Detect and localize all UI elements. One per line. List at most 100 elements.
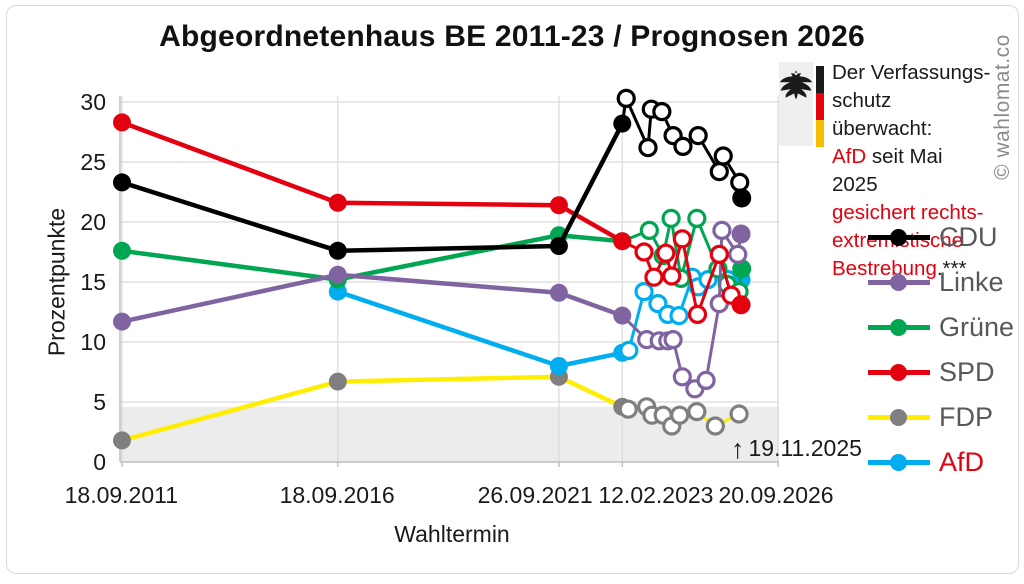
cdu-poll-marker <box>673 136 693 156</box>
cdu-election-marker <box>613 114 632 133</box>
legend-item-linke: Linke <box>868 260 1004 304</box>
y-axis-title: Prozentpunkte <box>43 207 70 357</box>
spd-poll-marker <box>672 229 692 249</box>
cdu-poll-marker <box>688 126 708 146</box>
infobox-line: AfD seit Mai 2025 <box>832 143 992 199</box>
cdu-final-marker <box>732 188 752 208</box>
y-tick-label-30: 30 <box>80 89 106 115</box>
afd-election-marker <box>549 357 568 375</box>
linke-election-marker <box>549 283 568 302</box>
legend-label: CDU <box>939 221 998 252</box>
legend-label: SPD <box>939 356 995 387</box>
spd-election-marker <box>549 196 568 215</box>
linke-election-marker <box>613 306 632 325</box>
infobox-span: AfD <box>832 145 867 168</box>
y-tick-label-15: 15 <box>80 269 106 295</box>
spd-final-marker <box>731 295 751 315</box>
spd-election-marker <box>613 232 632 251</box>
cdu-election-marker <box>549 237 568 255</box>
fdp-poll-marker <box>687 402 707 422</box>
infobox-span: .*** <box>936 257 967 280</box>
grne-election-line <box>119 232 625 282</box>
grne-poll-marker <box>639 220 659 240</box>
watermark: © wahlomat.co <box>991 34 1014 180</box>
up-arrow-icon: ↑ <box>731 434 745 464</box>
series-linke <box>112 220 751 399</box>
fdp-poll-marker <box>618 399 638 419</box>
annotation-date: 19.11.2025 <box>748 435 862 461</box>
cdu-poll-marker <box>709 162 729 182</box>
fdp-election-marker <box>112 431 131 450</box>
afd-election-line <box>335 289 625 369</box>
legend-label: Grüne <box>939 311 1015 342</box>
grne-poll-marker <box>661 208 681 228</box>
afd-poll-marker <box>634 282 654 302</box>
spd-election-line <box>119 120 625 244</box>
infobox-span: Bestrebung <box>832 257 937 280</box>
spd-poll-marker <box>709 244 729 264</box>
spd-poll-marker <box>687 304 708 324</box>
chart-title: Abgeordnetenhaus BE 2011-23 / Prognosen … <box>159 20 865 53</box>
series-spd <box>112 113 751 324</box>
fdp-poll-marker <box>670 405 690 425</box>
legend-item-spd: SPD <box>868 350 995 394</box>
spd-election-marker <box>112 113 131 132</box>
linke-election-line <box>119 272 625 324</box>
infobox-line: gesichert rechts- <box>832 199 992 227</box>
legend-label: Linke <box>939 266 1004 297</box>
cdu-election-line <box>119 121 625 254</box>
x-tick-label: 18.09.2011 <box>64 482 179 508</box>
spd-poll-marker <box>656 243 676 263</box>
linke-election-marker <box>328 265 347 284</box>
y-tick-label-10: 10 <box>80 329 106 355</box>
legend-dot <box>890 273 907 291</box>
linke-poll-marker <box>672 367 692 387</box>
cdu-poll-marker <box>638 138 658 158</box>
y-tick-label-20: 20 <box>80 209 106 235</box>
legend-swatch <box>868 318 930 336</box>
legend-label: FDP <box>939 401 993 432</box>
fdp-election-line <box>119 374 625 443</box>
x-tick-label: 18.09.2016 <box>279 482 395 508</box>
series-fdp <box>112 367 749 450</box>
legend-dot <box>890 408 907 426</box>
linke-election-marker <box>112 312 131 331</box>
linke-poll-marker <box>728 244 748 264</box>
legend-item-grne: Grüne <box>868 305 1014 349</box>
linke-final-marker <box>731 224 751 244</box>
fdp-election-marker <box>328 372 347 391</box>
grne-poll-marker <box>687 208 707 228</box>
cdu-poll-marker <box>713 146 733 166</box>
legend-item-fdp: FDP <box>868 395 993 439</box>
legend-swatch <box>868 228 930 246</box>
flag-black <box>816 66 824 93</box>
y-tick-label-5: 5 <box>93 389 106 415</box>
german-flag-bar <box>816 66 824 147</box>
legend-swatch <box>868 363 930 381</box>
grne-final-marker <box>732 259 752 279</box>
spd-poll-marker <box>662 266 682 286</box>
flag-gold <box>816 120 824 147</box>
spd-poll-marker <box>644 267 664 287</box>
legend-dot <box>890 318 907 336</box>
x-tick-label: 12.02.2023 <box>598 482 714 508</box>
fdp-poll-marker <box>729 404 749 424</box>
latest-poll-annotation: ↑ 19.11.2025 <box>731 434 862 465</box>
legend-dot <box>890 228 907 246</box>
series-cdu <box>112 88 752 260</box>
fdp-poll-marker <box>705 416 725 436</box>
infobox-text: Der Verfassungs-schutz überwacht: AfD sei… <box>832 59 992 283</box>
legend-item-afd: AfD <box>868 440 984 484</box>
afd-poll-marker <box>669 306 689 326</box>
afd-poll-marker <box>619 340 639 360</box>
infobox-span: schutz überwacht: <box>832 89 933 140</box>
bundesadler-badge <box>779 62 813 146</box>
grne-election-marker <box>112 241 131 260</box>
infobox-span: Der Verfassungs- <box>832 61 991 84</box>
cdu-poll-marker <box>616 88 636 109</box>
cdu-poll-marker <box>730 172 750 192</box>
legend-item-cdu: CDU <box>868 215 998 259</box>
legend-dot <box>890 363 907 381</box>
cdu-election-marker <box>328 241 347 260</box>
